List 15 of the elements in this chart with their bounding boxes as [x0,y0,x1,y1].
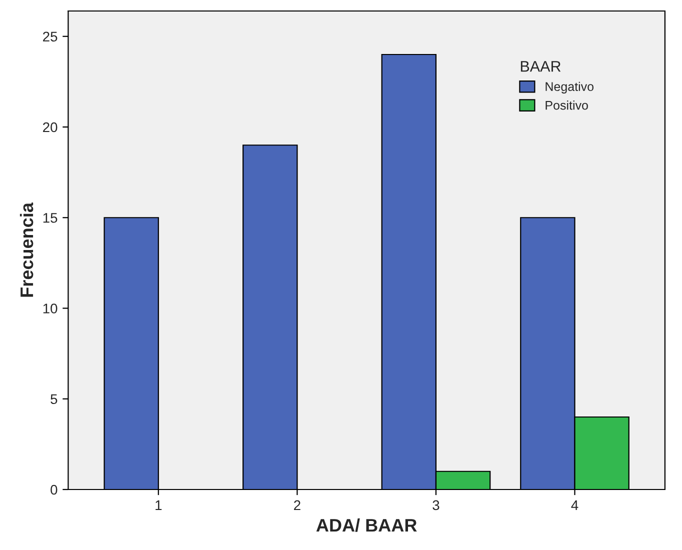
y-tick-label: 15 [43,213,58,223]
x-axis-title: ADA/ BAAR [316,518,417,532]
y-tick-label: 0 [50,484,58,495]
x-tick-label: 4 [571,500,578,510]
y-tick-label: 20 [43,122,58,132]
legend-label: Negativo [546,82,594,94]
y-tick-label: 10 [43,304,58,314]
x-tick-label: 3 [432,500,440,510]
y-axis-title: Frecuencia [20,202,34,297]
x-tick-label: 1 [156,500,162,510]
legend-label: Positivo [546,100,588,110]
legend-title: BAAR [520,61,561,72]
y-tick-label: 5 [50,394,58,404]
y-tick-label: 25 [43,32,58,42]
x-tick-label: 2 [294,500,300,510]
